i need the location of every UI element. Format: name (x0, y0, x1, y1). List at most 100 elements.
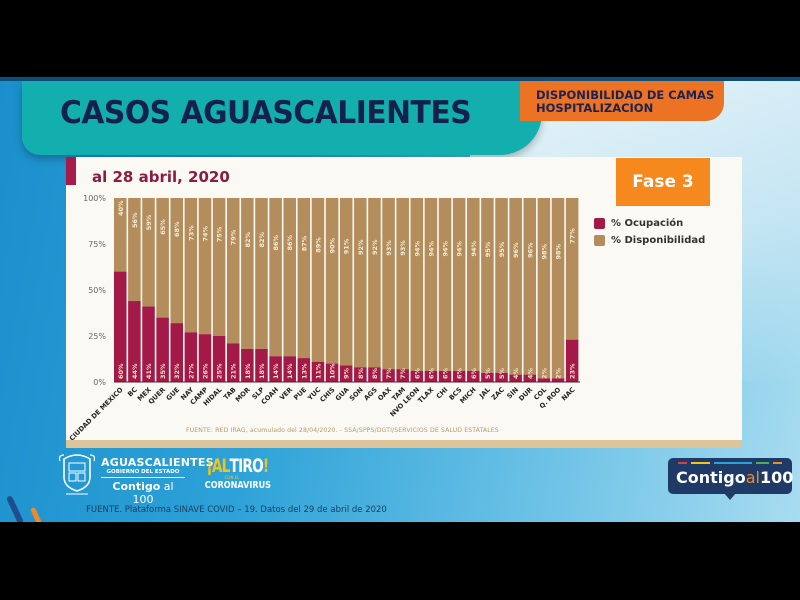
data-label-ocupacion: 26% (201, 363, 209, 379)
bar-disponibilidad (452, 198, 466, 371)
data-label-ocupacion: 5% (498, 367, 506, 379)
data-label-ocupacion: 4% (526, 367, 534, 379)
bar-disponibilidad (142, 198, 155, 307)
bar-disponibilidad (354, 198, 367, 368)
bar-disponibilidad (255, 198, 268, 349)
data-label-disponibilidad: 93% (399, 240, 407, 256)
bar-disponibilidad (410, 198, 424, 371)
panel-bottom-strip (66, 440, 742, 448)
data-label-ocupacion: 6% (470, 367, 478, 379)
data-label-disponibilidad: 96% (512, 242, 520, 258)
data-label-disponibilidad: 92% (371, 239, 379, 255)
legend-swatch-ocupacion (594, 218, 605, 229)
bar-ocupacion (311, 361, 325, 382)
bar-disponibilidad (438, 198, 452, 371)
data-label-disponibilidad: 95% (484, 241, 492, 257)
x-tick-label: OAX (376, 386, 393, 403)
title-banner: CASOS AGUASCALIENTES (22, 81, 542, 155)
data-label-ocupacion: 5% (484, 367, 492, 379)
data-label-disponibilidad: 89% (314, 237, 322, 253)
data-label-ocupacion: 18% (258, 363, 266, 379)
x-tick-label: VER (278, 386, 294, 402)
bar-disponibilidad (311, 198, 325, 362)
bar-disponibilidad (551, 198, 565, 379)
x-tick-label: TLAX (416, 386, 435, 405)
badge-text-a: Contigo (676, 468, 746, 487)
bar-disponibilidad (128, 198, 141, 302)
bar-ocupacion (212, 336, 226, 382)
chart-source-note: FUENTE: RED IRAG, acumulado del 28/04/20… (186, 427, 499, 434)
bar-ocupacion (114, 271, 127, 382)
x-tick-label: AGS (362, 386, 379, 403)
data-label-disponibilidad: 94% (413, 240, 421, 256)
bar-ocupacion (382, 369, 395, 382)
panel-accent-marker (66, 157, 76, 185)
bar-disponibilidad (424, 198, 438, 371)
bar-ocupacion (396, 369, 409, 382)
x-tick-label: NAC (560, 386, 577, 403)
state-emblem-icon (58, 454, 96, 495)
bar-ocupacion (565, 339, 579, 382)
data-label-disponibilidad: 98% (540, 243, 548, 259)
slide-top-line (0, 77, 800, 81)
state-logo-name: AGUASCALIENTES (101, 456, 214, 469)
x-tick-label: SON (348, 386, 365, 403)
data-label-disponibilidad: 95% (498, 241, 506, 257)
bar-ocupacion (424, 370, 438, 382)
data-label-disponibilidad: 77% (569, 228, 577, 244)
bar-disponibilidad (114, 198, 127, 272)
data-label-ocupacion: 14% (286, 363, 294, 379)
bar-disponibilidad (297, 198, 311, 359)
y-tick-label: 75% (88, 240, 106, 249)
bar-ocupacion (283, 356, 296, 382)
x-tick-label: MOR (234, 386, 252, 404)
corner-decoration-orange (30, 506, 43, 522)
badge-speech-tail (724, 493, 736, 500)
subtitle-line-1: DISPONIBILIDAD DE CAMAS (536, 88, 715, 102)
data-label-disponibilidad: 90% (329, 237, 337, 253)
state-logo-subtitle: GOBIERNO DEL ESTADO (101, 469, 185, 478)
data-label-ocupacion: 6% (427, 367, 435, 379)
bar-ocupacion (354, 367, 367, 382)
bar-disponibilidad (241, 198, 254, 349)
chart-title: al 28 abril, 2020 (92, 168, 230, 186)
altiro-logo-small: CON EL (224, 475, 240, 480)
legend-swatch-disponibilidad (594, 235, 605, 246)
bar-disponibilidad (269, 198, 282, 357)
bar-disponibilidad (396, 198, 409, 370)
bar-ocupacion (509, 374, 522, 382)
x-tick-label: CIUDAD DE MEXICO (68, 385, 125, 442)
data-label-disponibilidad: 98% (555, 243, 563, 259)
data-label-disponibilidad: 86% (272, 234, 280, 250)
altiro-campaign-logo: ¡ALTIRO! CON EL CORONAVIRUS (200, 455, 271, 491)
data-label-disponibilidad: 75% (216, 226, 224, 242)
x-tick-label: ZAC (490, 386, 506, 402)
bar-disponibilidad (198, 198, 212, 335)
legend-item-disponibilidad: % Disponibilidad (594, 235, 705, 246)
data-label-ocupacion: 32% (173, 363, 181, 379)
legend-label-disponibilidad: % Disponibilidad (611, 235, 706, 246)
bar-ocupacion (410, 370, 424, 382)
corner-decoration-blue (5, 495, 25, 522)
data-label-ocupacion: 11% (314, 363, 322, 379)
data-label-ocupacion: 4% (512, 367, 520, 379)
data-label-ocupacion: 27% (187, 363, 195, 379)
data-label-disponibilidad: 94% (470, 240, 478, 256)
bar-disponibilidad (495, 198, 508, 373)
x-tick-label: PUE (292, 385, 308, 401)
x-tick-label: DUR (517, 386, 534, 403)
altiro-logo-bottom: CORONAVIRUS (204, 480, 271, 491)
bar-disponibilidad (565, 198, 579, 340)
data-label-ocupacion: 25% (216, 363, 224, 379)
chart-panel: al 28 abril, 2020 Fase 3 % Ocupación % D… (66, 157, 742, 448)
data-label-disponibilidad: 94% (442, 240, 450, 256)
data-label-disponibilidad: 82% (244, 231, 252, 247)
data-label-ocupacion: 21% (230, 363, 238, 379)
data-label-disponibilidad: 59% (145, 214, 153, 230)
data-label-disponibilidad: 40% (117, 200, 125, 216)
legend-item-ocupacion: % Ocupación (594, 218, 683, 229)
data-label-ocupacion: 6% (442, 367, 450, 379)
data-label-ocupacion: 8% (371, 367, 379, 379)
bar-ocupacion (297, 358, 311, 382)
y-tick-label: 100% (83, 194, 106, 203)
